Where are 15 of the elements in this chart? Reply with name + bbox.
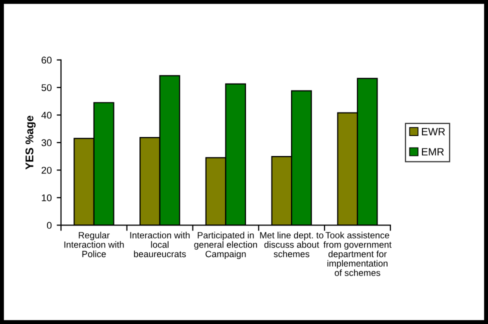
x-tick-label: Met line dept. to discuss about schemes bbox=[260, 232, 324, 258]
y-tick-label: 30 bbox=[42, 139, 52, 146]
x-tick-label: Regular Interaction with Police bbox=[64, 232, 124, 258]
y-tick-label: 20 bbox=[42, 166, 52, 174]
x-tick-label: Participated in general election Campaign bbox=[194, 232, 257, 259]
y-tick-label: 60 bbox=[42, 56, 52, 64]
y-tick-label: 0 bbox=[46, 222, 52, 229]
y-tick-label: 40 bbox=[41, 112, 52, 119]
y-tick-label: 50 bbox=[42, 84, 52, 92]
y-tick-label: 10 bbox=[42, 194, 52, 202]
x-tick-label: Took assistence from government department for implementation of schemes bbox=[323, 232, 392, 276]
legend-label: EMR bbox=[422, 148, 444, 156]
x-tick-label: Interaction with local beaureucrats bbox=[130, 232, 190, 258]
y-axis-title: YES %age bbox=[25, 116, 36, 170]
legend-label: EWR bbox=[422, 128, 445, 136]
